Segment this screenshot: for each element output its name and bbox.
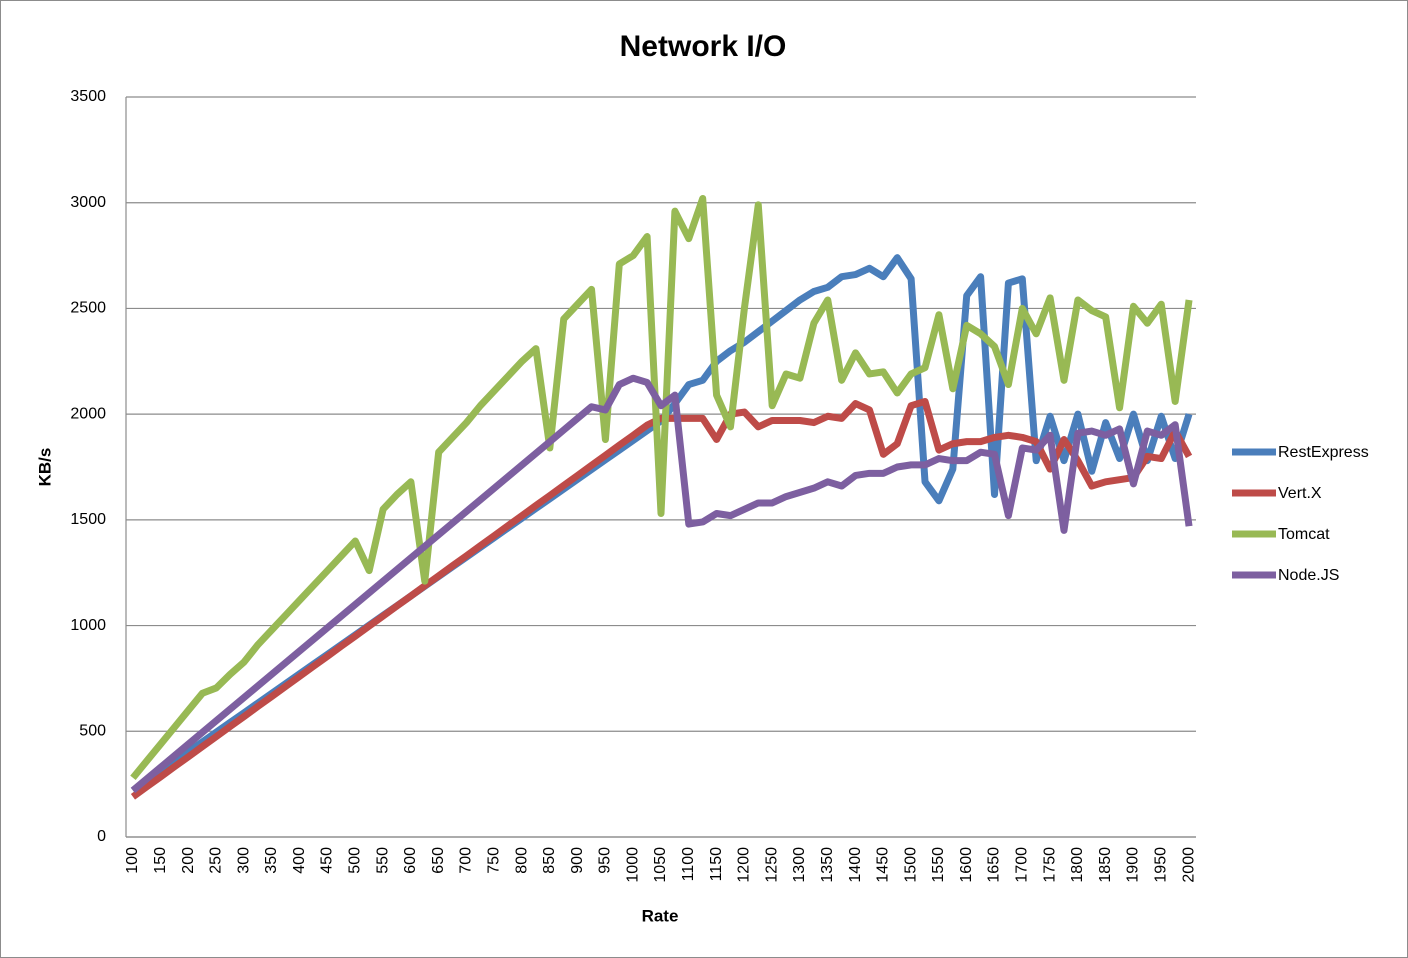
series-line [130, 397, 1193, 800]
x-tick-label: 1950 [1152, 847, 1169, 883]
x-tick-label: 1150 [708, 847, 725, 882]
series-line [130, 194, 1193, 781]
x-tick-label: 950 [597, 847, 614, 874]
x-tick-label: 850 [541, 847, 558, 874]
y-axis-title: KB/s [35, 448, 54, 487]
x-tick-label: 1750 [1041, 847, 1058, 883]
chart-title: Network I/O [620, 30, 787, 63]
legend-label: Node.JS [1278, 567, 1339, 584]
y-tick-label: 2500 [70, 300, 106, 317]
x-tick-label: 700 [458, 847, 475, 874]
x-tick-label: 600 [402, 847, 419, 874]
legend-label: RestExpress [1278, 444, 1369, 461]
x-tick-label: 1800 [1069, 847, 1086, 883]
x-tick-label: 1100 [680, 847, 697, 882]
x-tick-label: 800 [513, 847, 530, 874]
x-tick-label: 1700 [1014, 847, 1031, 883]
x-tick-label: 2000 [1180, 847, 1197, 883]
x-tick-label: 650 [430, 847, 447, 874]
x-tick-label: 1400 [847, 847, 864, 883]
x-axis-title: Rate [642, 906, 679, 925]
y-tick-label: 3000 [70, 194, 106, 211]
x-tick-label: 550 [374, 847, 391, 874]
legend-label: Vert.X [1278, 485, 1322, 502]
y-tick-label: 3500 [70, 88, 106, 105]
x-tick-label: 1050 [652, 847, 669, 883]
x-tick-label: 500 [347, 847, 364, 874]
x-tick-label: 1250 [763, 847, 780, 883]
x-tick-label: 250 [208, 847, 225, 874]
x-tick-label: 1650 [986, 847, 1003, 883]
x-tick-label: 1300 [791, 847, 808, 883]
legend-label: Tomcat [1278, 526, 1330, 543]
x-tick-label: 100 [124, 847, 141, 874]
x-tick-label: 150 [152, 847, 169, 874]
x-tick-label: 400 [291, 847, 308, 874]
x-tick-label: 1200 [736, 847, 753, 883]
x-tick-label: 1000 [624, 847, 641, 883]
x-tick-label: 450 [319, 847, 336, 874]
x-tick-label: 1550 [930, 847, 947, 883]
y-tick-label: 2000 [70, 405, 106, 422]
x-tick-label: 300 [235, 847, 252, 874]
x-tick-label: 900 [569, 847, 586, 874]
x-tick-label: 350 [263, 847, 280, 874]
x-tick-label: 750 [485, 847, 502, 874]
x-tick-label: 1600 [958, 847, 975, 883]
y-tick-label: 0 [97, 828, 106, 845]
series-line [130, 374, 1193, 794]
x-tick-label: 1850 [1097, 847, 1114, 883]
x-tick-label: 1450 [875, 847, 892, 883]
x-tick-label: 200 [180, 847, 197, 874]
y-tick-label: 500 [79, 723, 106, 740]
x-tick-label: 1350 [819, 847, 836, 883]
x-tick-label: 1900 [1125, 847, 1142, 883]
x-tick-label: 1500 [902, 847, 919, 883]
y-tick-label: 1000 [70, 617, 106, 634]
y-tick-label: 1500 [70, 511, 106, 528]
